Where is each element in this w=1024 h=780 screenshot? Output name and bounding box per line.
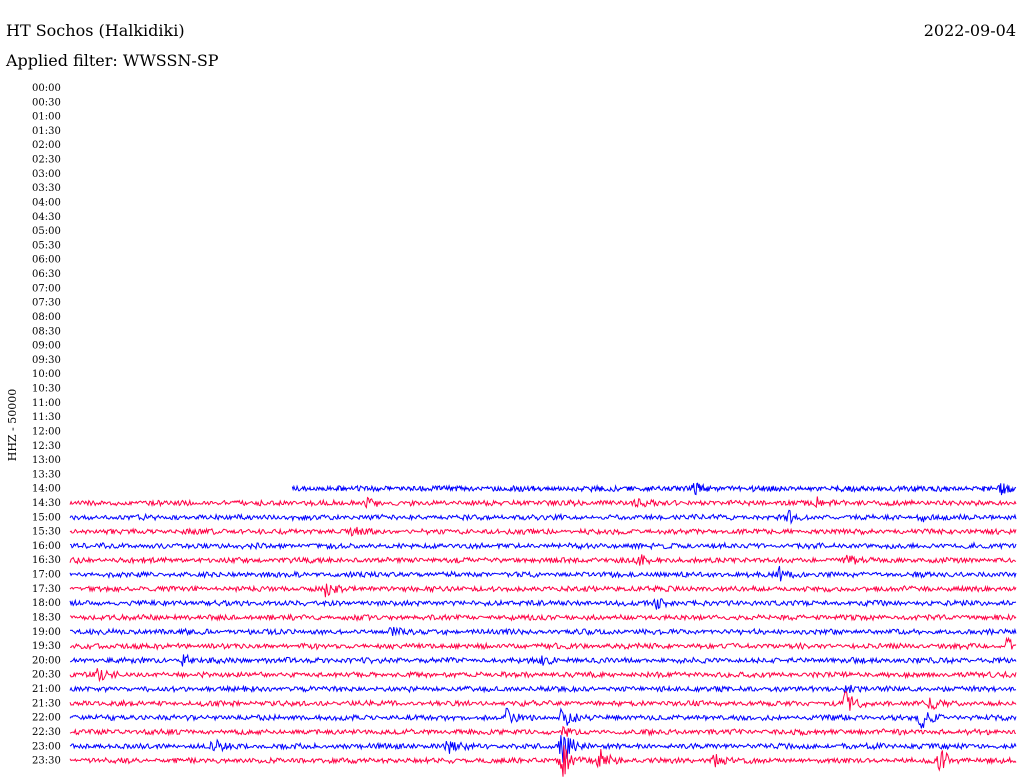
tick-label-2130: 21:30 (32, 698, 61, 709)
tick-label-0130: 01:30 (32, 126, 61, 137)
trace-2000 (69, 653, 1017, 667)
tick-label-1400: 14:00 (32, 484, 61, 495)
tick-label-0330: 03:30 (32, 183, 61, 194)
tick-label-0030: 00:30 (32, 97, 61, 108)
tick-label-2300: 23:00 (32, 741, 61, 752)
trace-1800 (69, 598, 1017, 610)
trace-1730 (69, 583, 1017, 598)
tick-label-0100: 01:00 (32, 112, 61, 123)
tick-label-1100: 11:00 (32, 398, 61, 409)
tick-label-1700: 17:00 (32, 570, 61, 581)
tick-label-1900: 19:00 (32, 627, 61, 638)
tick-label-1030: 10:30 (32, 384, 61, 395)
trace-1900 (69, 626, 1017, 637)
trace-1700 (69, 565, 1017, 582)
time-tick-labels: 00:00 00:30 01:00 01:30 02:00 02:30 03:00 03:30… (32, 83, 61, 767)
tick-label-0200: 02:00 (32, 140, 61, 151)
tick-label-0500: 05:00 (32, 226, 61, 237)
trace-2300 (69, 735, 1017, 763)
tick-label-1530: 15:30 (32, 527, 61, 538)
tick-label-0900: 09:00 (32, 341, 61, 352)
tick-label-1630: 16:30 (32, 555, 61, 566)
seismogram-traces (69, 482, 1017, 777)
trace-1500 (69, 509, 1017, 525)
tick-label-1500: 15:00 (32, 512, 61, 523)
tick-label-0830: 08:30 (32, 326, 61, 337)
trace-2130 (69, 690, 1017, 711)
tick-label-2200: 22:00 (32, 713, 61, 724)
tick-label-2000: 20:00 (32, 655, 61, 666)
tick-label-0930: 09:30 (32, 355, 61, 366)
trace-1830 (69, 612, 1017, 622)
trace-1430 (69, 496, 1017, 509)
tick-label-0600: 06:00 (32, 255, 61, 266)
filter-label: Applied filter: WWSSN-SP (5, 51, 219, 70)
tick-label-0430: 04:30 (32, 212, 61, 223)
tick-label-0730: 07:30 (32, 298, 61, 309)
tick-label-1200: 12:00 (32, 426, 61, 437)
trace-2030 (69, 668, 1017, 683)
tick-label-2030: 20:30 (32, 670, 61, 681)
date-label: 2022-09-04 (924, 21, 1016, 40)
trace-1630 (69, 554, 1017, 566)
tick-label-1600: 16:00 (32, 541, 61, 552)
tick-label-1000: 10:00 (32, 369, 61, 380)
trace-1400 (291, 482, 1017, 496)
tick-label-0800: 08:00 (32, 312, 61, 323)
trace-1600 (69, 541, 1017, 551)
tick-label-1800: 18:00 (32, 598, 61, 609)
tick-label-2330: 23:30 (32, 756, 61, 767)
tick-label-0530: 05:30 (32, 240, 61, 251)
trace-2100 (69, 684, 1017, 694)
tick-label-0630: 06:30 (32, 269, 61, 280)
tick-label-2100: 21:00 (32, 684, 61, 695)
tick-label-0230: 02:30 (32, 155, 61, 166)
tick-label-1430: 14:30 (32, 498, 61, 509)
y-axis-label: HHZ - 50000 (6, 389, 19, 462)
trace-2200 (69, 707, 1017, 729)
trace-1530 (69, 526, 1017, 537)
trace-1930 (69, 636, 1017, 651)
tick-label-0300: 03:00 (32, 169, 61, 180)
tick-label-1930: 19:30 (32, 641, 61, 652)
tick-label-1230: 12:30 (32, 441, 61, 452)
tick-label-1330: 13:30 (32, 469, 61, 480)
trace-2330 (69, 745, 1017, 777)
tick-label-1130: 11:30 (32, 412, 61, 423)
tick-label-0400: 04:00 (32, 197, 61, 208)
trace-2230 (69, 725, 1017, 737)
tick-label-0000: 00:00 (32, 83, 61, 94)
tick-label-2230: 22:30 (32, 727, 61, 738)
tick-label-1730: 17:30 (32, 584, 61, 595)
station-title: HT Sochos (Halkidiki) (6, 21, 185, 40)
tick-label-0700: 07:00 (32, 283, 61, 294)
tick-label-1830: 18:30 (32, 612, 61, 623)
tick-label-1300: 13:00 (32, 455, 61, 466)
